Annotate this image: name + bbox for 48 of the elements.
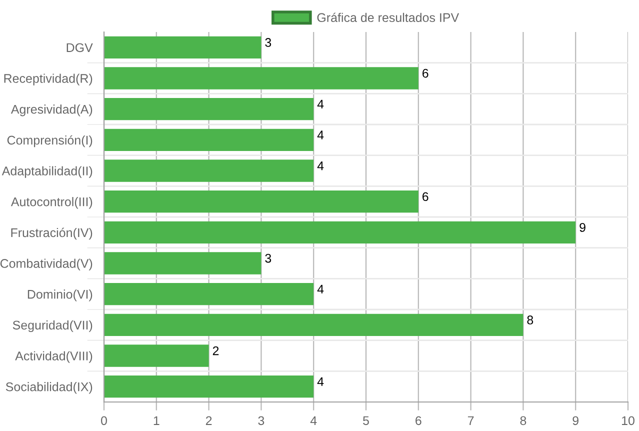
bar xyxy=(104,252,262,274)
bar xyxy=(104,160,314,182)
data-label: 4 xyxy=(317,130,324,140)
bar xyxy=(104,190,418,213)
bar xyxy=(104,375,314,398)
data-label: 3 xyxy=(265,38,272,47)
x-tick-label: 8 xyxy=(520,416,526,426)
y-tick-label: Receptividad(R) xyxy=(4,74,92,86)
x-tick-label: 10 xyxy=(622,416,634,426)
y-tick-label: Sociabilidad(IX) xyxy=(6,382,92,394)
bar xyxy=(104,282,314,306)
x-tick-label: 2 xyxy=(206,416,212,425)
bar xyxy=(104,344,209,367)
y-tick-label: Autocontrol(III) xyxy=(10,197,92,209)
y-tick-label: DGV xyxy=(66,43,93,52)
x-tick-label: 4 xyxy=(310,416,317,425)
x-tick-label: 6 xyxy=(416,416,422,426)
bar xyxy=(104,98,314,120)
x-tick-label: 9 xyxy=(572,416,578,426)
x-tick-label: 1 xyxy=(154,416,160,425)
y-tick-label: Comprensión(I) xyxy=(7,135,92,148)
y-tick-label: Combatividad(V) xyxy=(0,258,92,270)
x-tick-label: 7 xyxy=(468,416,474,425)
data-label: 2 xyxy=(212,346,219,356)
y-tick-label: Actividad(VIII) xyxy=(15,351,92,363)
bar xyxy=(104,67,418,90)
x-tick-label: 3 xyxy=(258,416,264,426)
legend-label: Gráfica de resultados IPV xyxy=(317,12,460,22)
data-label: 3 xyxy=(265,254,272,263)
bar xyxy=(104,314,524,336)
data-label: 6 xyxy=(422,192,428,202)
data-label: 4 xyxy=(317,100,324,108)
y-tick-label: Agresividad(A) xyxy=(10,104,92,116)
x-tick-label: 5 xyxy=(363,416,369,426)
x-tick-label: 0 xyxy=(101,416,107,426)
bar xyxy=(104,128,314,152)
y-tick-label: Dominio(VI) xyxy=(28,290,92,302)
data-label: 6 xyxy=(422,68,428,78)
y-tick-label: Adaptabilidad(II) xyxy=(2,166,92,178)
bar xyxy=(104,36,262,59)
data-label: 4 xyxy=(317,377,324,386)
y-tick-label: Frustración(IV) xyxy=(11,228,92,240)
data-label: 4 xyxy=(317,162,324,170)
data-label: 9 xyxy=(580,223,586,232)
bar xyxy=(104,221,576,244)
data-label: 8 xyxy=(527,316,534,324)
y-tick-label: Seguridad(VII) xyxy=(12,320,92,332)
data-label: 4 xyxy=(317,284,324,294)
